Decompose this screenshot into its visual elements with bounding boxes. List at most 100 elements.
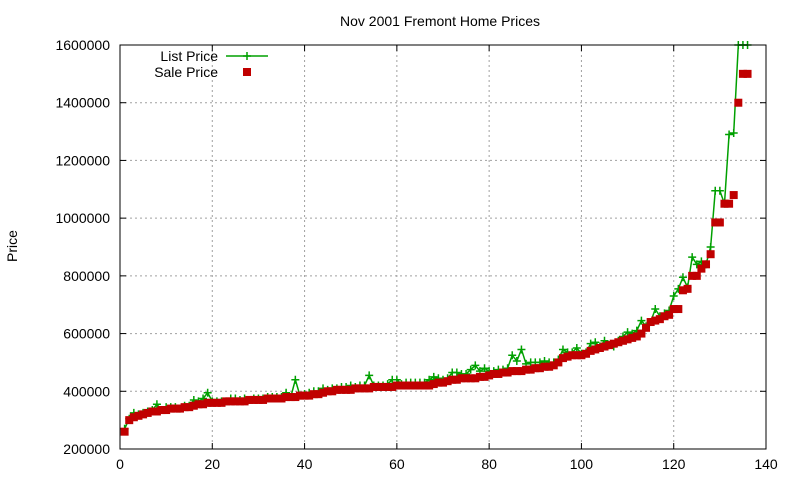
sale-price-point [734, 98, 743, 107]
list-price-point [715, 186, 724, 195]
sale-price-point [512, 367, 521, 376]
sale-price-point [697, 264, 706, 273]
sale-price-point [268, 394, 277, 403]
x-tick-label: 120 [662, 456, 686, 472]
sale-price-point [291, 393, 300, 402]
list-price-point [471, 361, 480, 370]
sale-price-point [323, 387, 332, 396]
sale-price-point [152, 407, 161, 416]
list-price-point [651, 305, 660, 314]
sale-price-point [383, 382, 392, 391]
list-price-point [512, 356, 521, 365]
sale-price-point [655, 315, 664, 324]
list-price-point [508, 351, 517, 360]
sale-price-point [120, 427, 129, 436]
sale-price-point [531, 364, 540, 373]
sale-price-point [609, 339, 618, 348]
sale-price-point [411, 381, 420, 390]
sale-price-point [392, 381, 401, 390]
sale-price-point [462, 374, 471, 383]
series-sale-price [120, 69, 752, 436]
sale-price-point [249, 395, 258, 404]
y-tick-label: 200000 [63, 441, 110, 457]
sale-price-point [692, 271, 701, 280]
legend-label: Sale Price [154, 64, 218, 80]
sale-price-point [166, 404, 175, 413]
sale-price-point [406, 381, 415, 390]
sale-price-point [475, 372, 484, 381]
sale-price-point [259, 395, 268, 404]
sale-price-point [415, 381, 424, 390]
sale-price-point [688, 271, 697, 280]
sale-price-point [245, 395, 254, 404]
x-tick-label: 0 [116, 456, 124, 472]
y-tick-label: 1400000 [55, 95, 110, 111]
list-price-point [623, 328, 632, 337]
y-axis-label: Price [4, 230, 20, 262]
sale-price-point [134, 411, 143, 420]
sale-price-point [485, 371, 494, 380]
sale-price-point [614, 338, 623, 347]
list-price-point [291, 375, 300, 384]
list-price-point [517, 345, 526, 354]
sale-price-point [272, 394, 281, 403]
list-price-point [429, 372, 438, 381]
sale-price-point [125, 416, 134, 425]
sale-price-point [489, 369, 498, 378]
sale-price-point [295, 391, 304, 400]
sale-price-point [558, 354, 567, 363]
sale-price-point [314, 390, 323, 399]
sale-price-point [286, 393, 295, 402]
sale-price-point [540, 362, 549, 371]
sale-price-point [208, 398, 217, 407]
sale-price-point [429, 380, 438, 389]
list-price-point [572, 344, 581, 352]
list-price-point [706, 243, 715, 251]
list-price-point [692, 260, 701, 269]
sale-price-point [452, 375, 461, 384]
sale-price-point [637, 329, 646, 338]
list-price-point [480, 364, 489, 373]
sale-price-point [332, 385, 341, 394]
sale-price-point [457, 374, 466, 383]
legend-swatch-square [243, 68, 251, 76]
list-price-point [558, 345, 567, 354]
sale-price-point [443, 377, 452, 386]
x-tick-label: 20 [204, 456, 220, 472]
sale-price-point [139, 410, 148, 419]
list-price-point [466, 365, 475, 374]
sale-price-point [738, 69, 747, 78]
sale-price-point [582, 349, 591, 358]
legend-swatch-plus [243, 52, 251, 60]
sale-price-point [203, 398, 212, 407]
list-price-point [729, 129, 738, 138]
sale-price-point [642, 323, 651, 332]
list-price-point [365, 371, 374, 380]
sale-price-point [549, 361, 558, 370]
series-layer [120, 41, 752, 436]
list-price-point [678, 273, 687, 282]
sale-price-point [148, 407, 157, 416]
sale-price-point [374, 382, 383, 391]
sale-price-point [743, 69, 752, 78]
sale-price-point [434, 378, 443, 387]
sale-price-point [651, 316, 660, 325]
sale-price-point [503, 368, 512, 377]
series-list-price [120, 41, 752, 433]
sale-price-point [217, 398, 226, 407]
sale-price-point [379, 382, 388, 391]
x-tick-label: 140 [754, 456, 778, 472]
sale-price-point [522, 365, 531, 374]
y-tick-label: 1200000 [55, 152, 110, 168]
sale-price-point [665, 310, 674, 319]
sale-price-point [545, 362, 554, 371]
sale-price-point [535, 364, 544, 373]
sale-price-point [397, 381, 406, 390]
sale-price-point [360, 384, 369, 393]
sale-price-point [342, 385, 351, 394]
axis-ticks [119, 44, 767, 450]
y-tick-label: 800000 [63, 268, 110, 284]
sale-price-point [563, 352, 572, 361]
